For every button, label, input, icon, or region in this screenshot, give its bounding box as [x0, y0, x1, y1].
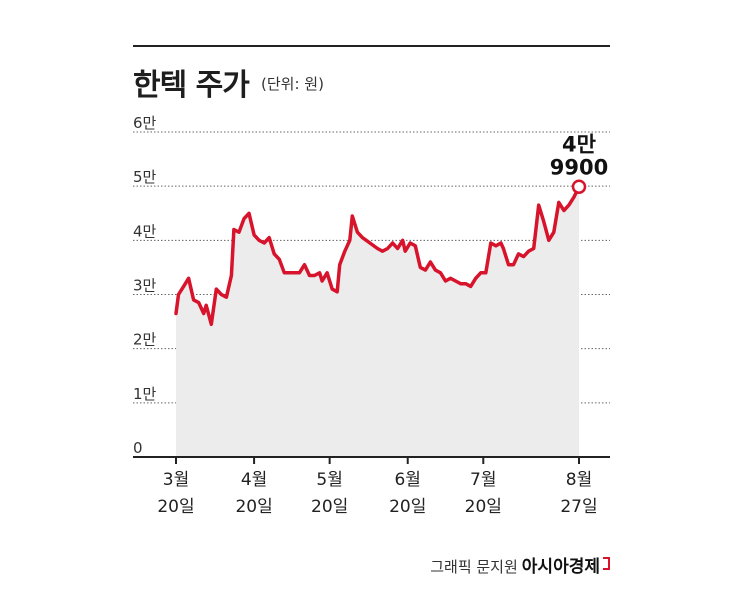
unit-label: (단위: 원) [261, 75, 324, 93]
x-tick-month: 4월 [241, 470, 267, 490]
y-tick-label: 5만 [133, 168, 157, 186]
y-tick-label: 0 [133, 439, 143, 457]
chart-title: 한텍 주가 [133, 68, 250, 103]
latest-price-marker [571, 179, 587, 194]
x-tick-day: 20일 [389, 497, 426, 517]
y-tick-label: 4만 [133, 222, 157, 240]
x-tick-month: 6월 [394, 470, 420, 490]
x-tick-month: 8월 [566, 470, 592, 490]
x-tick-month: 7월 [470, 470, 496, 490]
price-line [174, 184, 581, 327]
x-tick-month: 3월 [163, 470, 189, 490]
x-tick-day: 20일 [311, 497, 348, 517]
x-axis-ticks: 3월 20일 4월 20일 5월 20일 6월 20일 7월 20일 8월 27일 [157, 457, 598, 517]
x-tick-day: 20일 [465, 497, 502, 517]
x-tick-day: 20일 [235, 497, 272, 517]
y-tick-label: 6만 [133, 114, 157, 132]
x-tick-day: 27일 [560, 497, 597, 517]
y-axis-labels: 0 1만 2만 3만 4만 5만 6만 [133, 114, 157, 457]
credit-text: 그래픽 문지원 [430, 558, 518, 576]
x-tick-day: 20일 [157, 497, 194, 517]
top-rule [133, 45, 610, 47]
brand-logo: 아시아경제 [521, 557, 600, 577]
annotation-line1: 4만 [562, 133, 596, 157]
price-area [176, 186, 579, 457]
x-tick-month: 5월 [316, 470, 342, 490]
y-tick-label: 2만 [133, 331, 157, 349]
brand-mark-icon [603, 557, 610, 570]
annotation-line2: 9900 [550, 156, 608, 180]
credit: 그래픽 문지원 아시아경제 [430, 552, 610, 577]
y-tick-label: 1만 [133, 385, 157, 403]
y-tick-label: 3만 [133, 277, 157, 295]
